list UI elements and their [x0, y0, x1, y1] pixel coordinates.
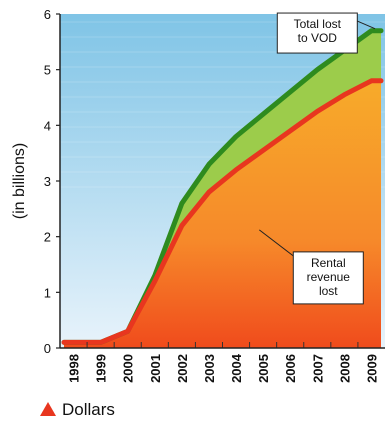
y-tick-label: 2	[44, 230, 51, 245]
annotation-pointer	[258, 229, 294, 257]
annotation-text: to VOD	[298, 31, 338, 45]
x-tick-label: 2008	[337, 354, 352, 383]
triangle-icon	[40, 402, 56, 416]
y-tick-label: 4	[44, 118, 51, 133]
y-axis-title: (in billions)	[11, 143, 28, 219]
x-tick-label: 2003	[202, 354, 217, 383]
y-tick-label: 0	[44, 341, 51, 356]
series-line-rental	[61, 78, 384, 345]
x-tick-label: 2009	[364, 354, 379, 383]
annotation-text: Total lost	[294, 17, 342, 31]
x-tick-label: 2002	[175, 354, 190, 383]
x-tick-label: 1998	[67, 354, 82, 383]
annotation-pointer	[357, 20, 376, 30]
x-tick-label: 2001	[148, 354, 163, 383]
y-tick-label: 5	[44, 63, 51, 78]
legend: Dollars	[40, 400, 115, 420]
x-tick-label: 2007	[310, 354, 325, 383]
x-tick-label: 2005	[256, 354, 271, 383]
legend-label: Dollars	[62, 400, 115, 419]
annotation-text: Rental	[311, 256, 346, 270]
x-tick-label: 2006	[283, 354, 298, 383]
x-tick-label: 1999	[94, 354, 109, 383]
annotation-text: lost	[319, 284, 338, 298]
y-tick-label: 3	[44, 174, 51, 189]
vod-gap-area	[64, 30, 381, 343]
annotation-box	[276, 12, 358, 54]
x-tick-label: 2004	[229, 353, 244, 383]
x-tick-label: 2000	[121, 354, 136, 383]
annotation-text: revenue	[307, 270, 351, 284]
y-tick-label: 6	[44, 7, 51, 22]
y-tick-label: 1	[44, 285, 51, 300]
annotation-box	[292, 251, 364, 305]
